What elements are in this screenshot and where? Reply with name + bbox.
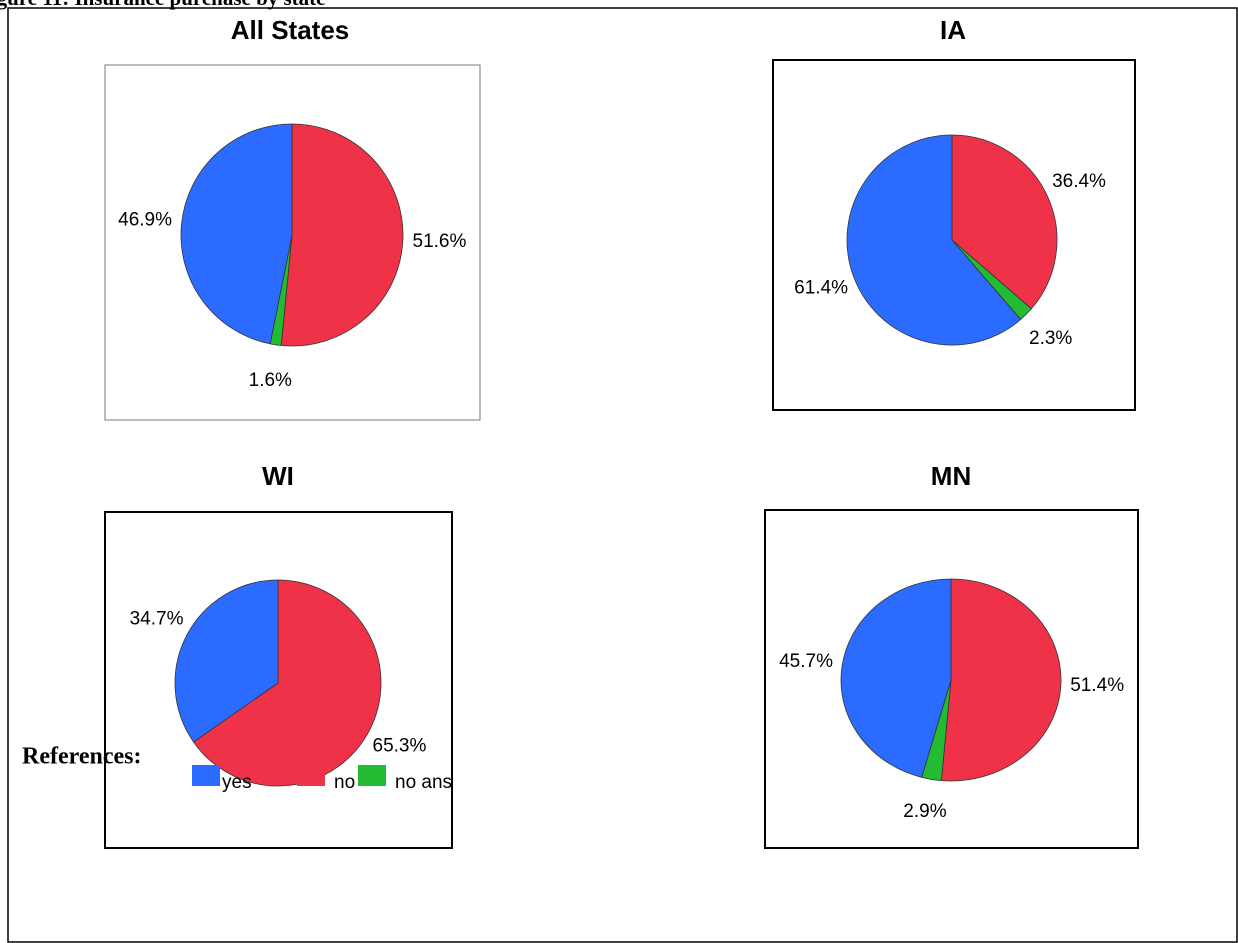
pie-slice [951,134,1058,310]
plot-box [764,509,1139,849]
value-label: 65.3% [373,735,427,756]
legend-swatch [192,765,220,786]
frame [7,7,1238,943]
plot-box [104,511,453,849]
pie-slice [940,578,1062,782]
legend-label: no [334,772,355,793]
legend-label: no ans [395,772,452,793]
pie-slice [280,123,404,347]
plot-box [104,64,481,421]
pie-slice [192,579,382,787]
value-label: 45.7% [779,651,833,672]
legend-swatch [297,765,325,786]
pie-slice [840,578,952,778]
value-label: 51.6% [413,231,467,252]
pie-title: IA [940,15,966,45]
plot-box [772,59,1136,411]
legend-label: yes [222,772,252,793]
value-label: 36.4% [1052,171,1106,192]
pie-slice [180,123,293,345]
value-label: 2.9% [903,801,946,822]
value-label: 2.3% [1029,328,1072,349]
pie-title: MN [931,461,971,491]
legend-title: References: [22,744,141,770]
legend-swatch [358,765,386,786]
pie-slice [174,579,279,743]
pie-slice [846,134,1022,346]
value-label: 46.9% [118,209,172,230]
pie-title: WI [262,461,294,491]
figure-title: Figure 11: Insurance purchase by state [0,0,325,10]
value-label: 1.6% [249,370,292,391]
value-label: 61.4% [794,278,848,299]
value-label: 51.4% [1070,675,1124,696]
pie-title: All States [231,15,350,45]
value-label: 34.7% [130,609,184,630]
